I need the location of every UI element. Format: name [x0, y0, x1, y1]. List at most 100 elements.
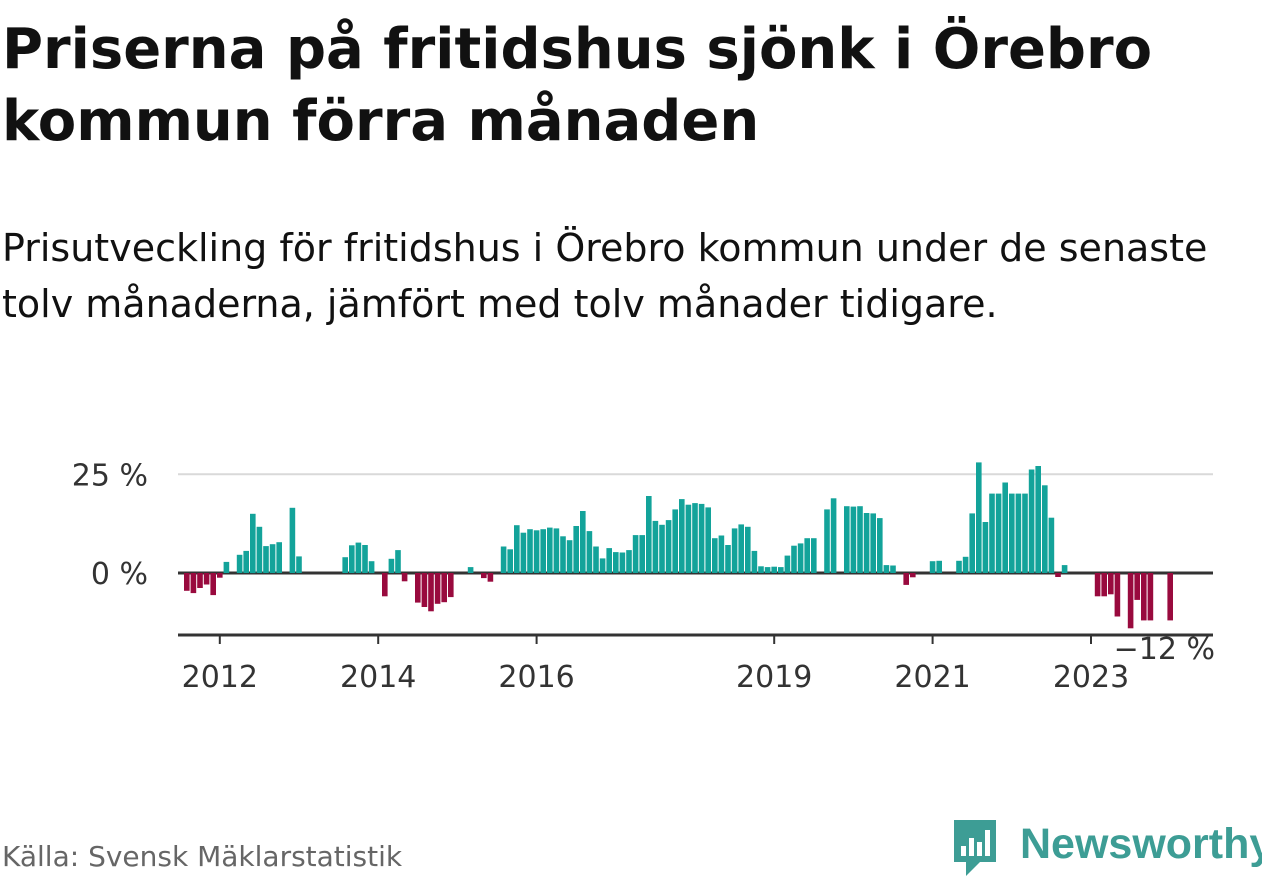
- bar: [580, 511, 586, 573]
- bar: [745, 526, 751, 573]
- bar: [613, 552, 619, 573]
- bar: [560, 536, 566, 573]
- x-tick-label: 2016: [498, 660, 574, 695]
- bar: [956, 560, 962, 573]
- newsworthy-logo-icon: [954, 820, 996, 876]
- chart-subtitle: Prisutveckling för fritidshus i Örebro k…: [2, 226, 1208, 326]
- bar: [190, 573, 197, 594]
- bar: [672, 509, 678, 573]
- bar: [203, 573, 210, 585]
- bar: [349, 545, 355, 573]
- bar: [1015, 493, 1022, 573]
- bar: [685, 504, 692, 573]
- bar: [1114, 573, 1121, 617]
- bar: [1055, 573, 1061, 577]
- bar: [599, 558, 606, 573]
- bar: [1141, 573, 1147, 621]
- bar: [1002, 482, 1008, 573]
- bar: [698, 503, 705, 573]
- bar: [210, 573, 216, 596]
- y-tick-label: 0 %: [91, 557, 148, 592]
- bar: [1009, 493, 1015, 573]
- bar: [553, 528, 560, 573]
- bar: [936, 560, 942, 573]
- bar: [421, 573, 428, 607]
- bar: [428, 573, 434, 612]
- bar: [1048, 517, 1055, 573]
- bar: [870, 513, 876, 573]
- bar: [791, 545, 797, 573]
- bar: [679, 499, 685, 573]
- brand-name: Newsworthy: [1020, 820, 1262, 868]
- bar: [566, 540, 573, 573]
- bar: [243, 550, 249, 573]
- bar: [1134, 573, 1140, 600]
- bar: [256, 526, 263, 573]
- bar: [844, 506, 850, 573]
- bar: [982, 522, 989, 573]
- bar: [368, 561, 375, 574]
- x-tick-label: 2023: [1053, 660, 1129, 695]
- bar: [481, 573, 487, 579]
- bar: [692, 503, 698, 573]
- bar: [217, 573, 223, 578]
- bar: [962, 556, 969, 573]
- bar: [593, 546, 599, 573]
- bar: [223, 561, 230, 573]
- bar: [547, 527, 553, 573]
- bar: [606, 548, 612, 573]
- bar: [797, 543, 804, 573]
- bar: [989, 493, 995, 573]
- bar: [903, 573, 909, 585]
- bar: [784, 555, 791, 573]
- bar: [1167, 573, 1173, 621]
- bar: [804, 538, 810, 573]
- bar: [712, 538, 718, 573]
- bar: [263, 546, 269, 573]
- bar: [1035, 466, 1041, 573]
- bar: [863, 513, 870, 573]
- bar: [758, 566, 764, 573]
- bar: [771, 566, 777, 573]
- bar: [395, 550, 401, 573]
- bar: [910, 573, 916, 578]
- bar: [626, 550, 632, 573]
- bar: [995, 493, 1002, 573]
- bar: [883, 565, 890, 573]
- bar: [540, 529, 546, 573]
- bar: [751, 550, 758, 573]
- bar: [382, 573, 388, 597]
- bar: [276, 542, 282, 573]
- bar: [514, 525, 520, 573]
- y-axis: 0 % 25 %: [72, 458, 148, 592]
- bar: [639, 535, 645, 573]
- bar: [646, 496, 652, 573]
- x-axis: 2012 2014 2016 2019 2021 2023−12 %: [178, 632, 1215, 695]
- bar: [355, 542, 362, 573]
- bar: [824, 509, 830, 573]
- bar: [401, 573, 408, 582]
- bar: [1127, 573, 1134, 629]
- bar: [731, 528, 738, 573]
- bar: [632, 535, 639, 573]
- bar: [527, 529, 533, 573]
- bar: [467, 567, 474, 573]
- bar: [1042, 485, 1048, 573]
- bar: [269, 544, 276, 573]
- bar: [1147, 573, 1154, 621]
- bar: [415, 573, 421, 603]
- bar: [929, 561, 936, 574]
- bar: [857, 506, 863, 573]
- y-tick-label: 25 %: [72, 458, 148, 493]
- bar: [388, 558, 395, 573]
- x-tick-label: 2019: [736, 660, 812, 695]
- source-note: Källa: Svensk Mäklarstatistik: [2, 840, 403, 873]
- chart-title: Priserna på fritidshus sjönk i Örebro ko…: [2, 17, 1153, 154]
- bar: [448, 573, 454, 598]
- bar: [725, 545, 731, 573]
- bar: [507, 549, 513, 573]
- bar: [778, 567, 784, 573]
- bar: [877, 518, 883, 573]
- bar: [289, 507, 296, 573]
- bar: [1108, 573, 1114, 595]
